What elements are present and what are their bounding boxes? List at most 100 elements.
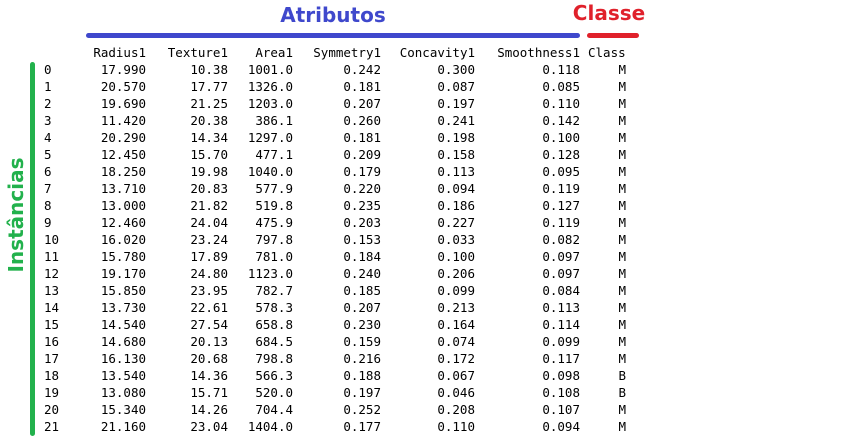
symmetry-cell: 0.260 — [343, 113, 381, 128]
area-cell: 1297.0 — [247, 130, 293, 145]
radius-cell: 15.850 — [100, 283, 146, 298]
class-cell: M — [618, 96, 626, 111]
area-cell: 684.5 — [255, 334, 293, 349]
concavity-cell: 0.100 — [437, 249, 475, 264]
radius-cell: 17.990 — [100, 62, 146, 77]
smoothness-cell: 0.107 — [542, 402, 580, 417]
column-header-symmetry: Symmetry1 — [313, 45, 381, 60]
row-index: 21 — [44, 419, 60, 434]
radius-cell: 16.130 — [100, 351, 146, 366]
area-cell: 798.8 — [255, 351, 293, 366]
radius-cell: 20.570 — [100, 79, 146, 94]
texture-cell: 23.04 — [190, 419, 228, 434]
table-row: 1 20.570 17.77 1326.0 0.181 0.087 0.085 M — [44, 78, 628, 95]
instances-bracket-line — [30, 62, 35, 436]
row-index: 17 — [44, 351, 60, 366]
symmetry-cell: 0.240 — [343, 266, 381, 281]
column-header-texture: Texture1 — [167, 45, 228, 60]
class-cell: M — [618, 283, 626, 298]
area-cell: 658.8 — [255, 317, 293, 332]
class-cell: M — [618, 215, 626, 230]
concavity-cell: 0.074 — [437, 334, 475, 349]
table-row: 15 14.540 27.54 658.8 0.230 0.164 0.114 M — [44, 316, 628, 333]
class-cell: M — [618, 198, 626, 213]
row-index: 8 — [44, 198, 52, 213]
radius-cell: 19.170 — [100, 266, 146, 281]
symmetry-cell: 0.216 — [343, 351, 381, 366]
row-index: 9 — [44, 215, 52, 230]
smoothness-cell: 0.127 — [542, 198, 580, 213]
concavity-cell: 0.067 — [437, 368, 475, 383]
table-row: 6 18.250 19.98 1040.0 0.179 0.113 0.095 M — [44, 163, 628, 180]
table-row: 21 21.160 23.04 1404.0 0.177 0.110 0.094 M — [44, 418, 628, 435]
table-row: 16 14.680 20.13 684.5 0.159 0.074 0.099 M — [44, 333, 628, 350]
class-cell: M — [618, 232, 626, 247]
texture-cell: 14.36 — [190, 368, 228, 383]
row-index: 12 — [44, 266, 60, 281]
class-cell: M — [618, 164, 626, 179]
table-row: 14 13.730 22.61 578.3 0.207 0.213 0.113 M — [44, 299, 628, 316]
area-cell: 797.8 — [255, 232, 293, 247]
texture-cell: 17.77 — [190, 79, 228, 94]
smoothness-cell: 0.097 — [542, 266, 580, 281]
radius-cell: 12.450 — [100, 147, 146, 162]
radius-cell: 13.080 — [100, 385, 146, 400]
texture-cell: 15.70 — [190, 147, 228, 162]
symmetry-cell: 0.209 — [343, 147, 381, 162]
symmetry-cell: 0.153 — [343, 232, 381, 247]
row-index: 1 — [44, 79, 52, 94]
texture-cell: 10.38 — [190, 62, 228, 77]
area-cell: 1040.0 — [247, 164, 293, 179]
column-header-smoothness: Smoothness1 — [497, 45, 580, 60]
class-cell: B — [618, 368, 626, 383]
column-header-concavity: Concavity1 — [399, 45, 475, 60]
row-index: 13 — [44, 283, 60, 298]
radius-cell: 15.780 — [100, 249, 146, 264]
concavity-cell: 0.033 — [437, 232, 475, 247]
concavity-cell: 0.094 — [437, 181, 475, 196]
class-cell: M — [618, 402, 626, 417]
area-cell: 1001.0 — [247, 62, 293, 77]
radius-cell: 13.710 — [100, 181, 146, 196]
column-header-class: Class — [588, 45, 626, 60]
area-cell: 577.9 — [255, 181, 293, 196]
class-cell: M — [618, 79, 626, 94]
radius-cell: 13.730 — [100, 300, 146, 315]
texture-cell: 20.38 — [190, 113, 228, 128]
table-row: 9 12.460 24.04 475.9 0.203 0.227 0.119 M — [44, 214, 628, 231]
class-cell: M — [618, 249, 626, 264]
table-row: 8 13.000 21.82 519.8 0.235 0.186 0.127 M — [44, 197, 628, 214]
row-index: 3 — [44, 113, 52, 128]
column-header-radius: Radius1 — [93, 45, 146, 60]
smoothness-cell: 0.117 — [542, 351, 580, 366]
symmetry-cell: 0.185 — [343, 283, 381, 298]
radius-cell: 19.690 — [100, 96, 146, 111]
texture-cell: 24.04 — [190, 215, 228, 230]
symmetry-cell: 0.181 — [343, 130, 381, 145]
concavity-cell: 0.208 — [437, 402, 475, 417]
table-row: 18 13.540 14.36 566.3 0.188 0.067 0.098 B — [44, 367, 628, 384]
smoothness-cell: 0.085 — [542, 79, 580, 94]
texture-cell: 27.54 — [190, 317, 228, 332]
row-index: 2 — [44, 96, 52, 111]
class-cell: M — [618, 334, 626, 349]
class-cell: M — [618, 181, 626, 196]
concavity-cell: 0.186 — [437, 198, 475, 213]
symmetry-cell: 0.177 — [343, 419, 381, 434]
table-row: 10 16.020 23.24 797.8 0.153 0.033 0.082 M — [44, 231, 628, 248]
row-index: 15 — [44, 317, 60, 332]
texture-cell: 14.34 — [190, 130, 228, 145]
area-cell: 1123.0 — [247, 266, 293, 281]
concavity-cell: 0.164 — [437, 317, 475, 332]
attributes-label: Atributos — [280, 3, 386, 27]
smoothness-cell: 0.100 — [542, 130, 580, 145]
concavity-cell: 0.213 — [437, 300, 475, 315]
row-index: 16 — [44, 334, 60, 349]
row-index: 6 — [44, 164, 52, 179]
table-body: 0 17.990 10.38 1001.0 0.242 0.300 0.118 M 1 20.57… — [44, 61, 628, 435]
smoothness-cell: 0.097 — [542, 249, 580, 264]
area-cell: 520.0 — [255, 385, 293, 400]
table-row: 19 13.080 15.71 520.0 0.197 0.046 0.108 B — [44, 384, 628, 401]
table-row: 2 19.690 21.25 1203.0 0.207 0.197 0.110 M — [44, 95, 628, 112]
data-table: Radius1 Texture1 Area1 Symmetry1 Concavi… — [44, 44, 628, 435]
